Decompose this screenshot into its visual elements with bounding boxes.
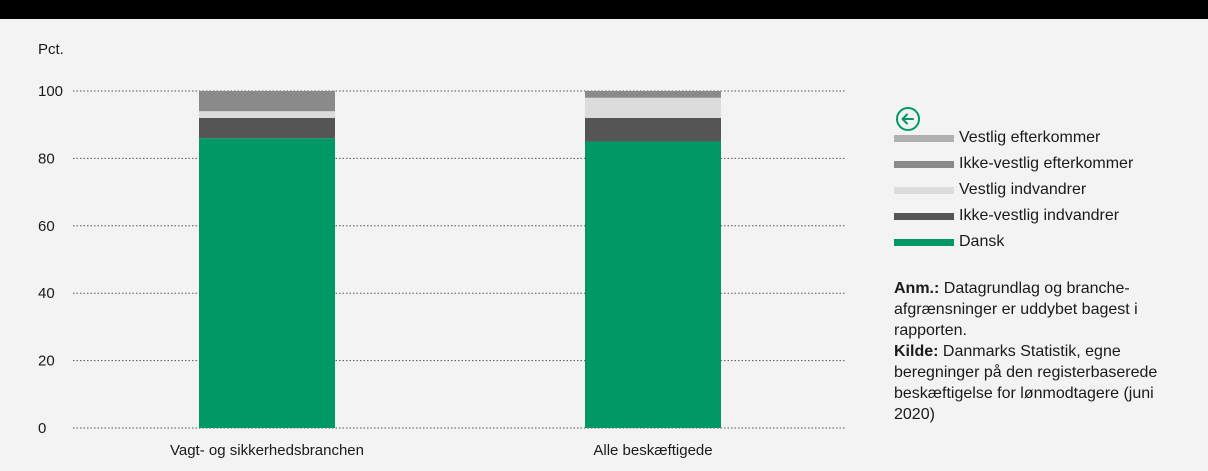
legend-swatch bbox=[894, 238, 954, 246]
legend-item: Vestlig efterkommer bbox=[894, 125, 1133, 151]
y-tick-label: 40 bbox=[38, 285, 55, 302]
legend-label: Dansk bbox=[959, 233, 1005, 250]
note-kilde-text: Danmarks Statistik, egne beregninger på … bbox=[894, 343, 1158, 423]
bar-segment bbox=[199, 138, 335, 428]
top-bar bbox=[0, 0, 1208, 19]
note-anm-text: Datagrundlag og branche-afgrænsninger er… bbox=[894, 280, 1138, 339]
bar-segment bbox=[585, 97, 721, 118]
legend-item: Vestlig indvandrer bbox=[894, 177, 1133, 203]
x-tick-label: Vagt- og sikkerhedsbranchen bbox=[170, 442, 364, 459]
legend-swatch bbox=[894, 212, 954, 220]
note-anm-label: Anm.: bbox=[894, 280, 940, 297]
y-tick-label: 0 bbox=[38, 420, 46, 437]
chart-note: Anm.: Datagrundlag og branche-afgrænsnin… bbox=[894, 278, 1194, 425]
chart-legend: Vestlig efterkommer Ikke-vestlig efterko… bbox=[894, 125, 1133, 255]
legend-label: Vestlig efterkommer bbox=[959, 129, 1101, 146]
stacked-bar-chart: Pct. 0 20 40 60 80 100 Vagt- og sikkerhedsbra… bbox=[38, 41, 845, 459]
legend-swatch bbox=[894, 186, 954, 194]
legend-item: Ikke-vestlig efterkommer bbox=[894, 151, 1133, 177]
bar-segment bbox=[199, 117, 335, 139]
legend-swatch bbox=[894, 160, 954, 168]
y-tick-label: 80 bbox=[38, 150, 55, 167]
x-tick-label: Alle beskæftigede bbox=[593, 442, 712, 459]
y-tick-label: 100 bbox=[38, 83, 63, 100]
legend-item: Dansk bbox=[894, 229, 1133, 255]
legend-swatch bbox=[894, 134, 954, 142]
note-kilde-label: Kilde: bbox=[894, 343, 939, 360]
bar-segment bbox=[585, 91, 721, 98]
bar-segment bbox=[585, 117, 721, 142]
legend-label: Vestlig indvandrer bbox=[959, 181, 1087, 198]
bar-segment bbox=[199, 111, 335, 118]
legend-label: Ikke-vestlig efterkommer bbox=[959, 155, 1134, 172]
legend-item: Ikke-vestlig indvandrer bbox=[894, 203, 1133, 229]
arrow-left-circle-icon[interactable] bbox=[895, 106, 921, 132]
y-tick-label: 20 bbox=[38, 353, 55, 370]
legend-label: Ikke-vestlig indvandrer bbox=[959, 207, 1120, 224]
bar-segment bbox=[585, 141, 721, 429]
y-tick-label: 60 bbox=[38, 218, 55, 235]
bar-segment bbox=[199, 91, 335, 112]
y-axis-label: Pct. bbox=[38, 41, 64, 58]
